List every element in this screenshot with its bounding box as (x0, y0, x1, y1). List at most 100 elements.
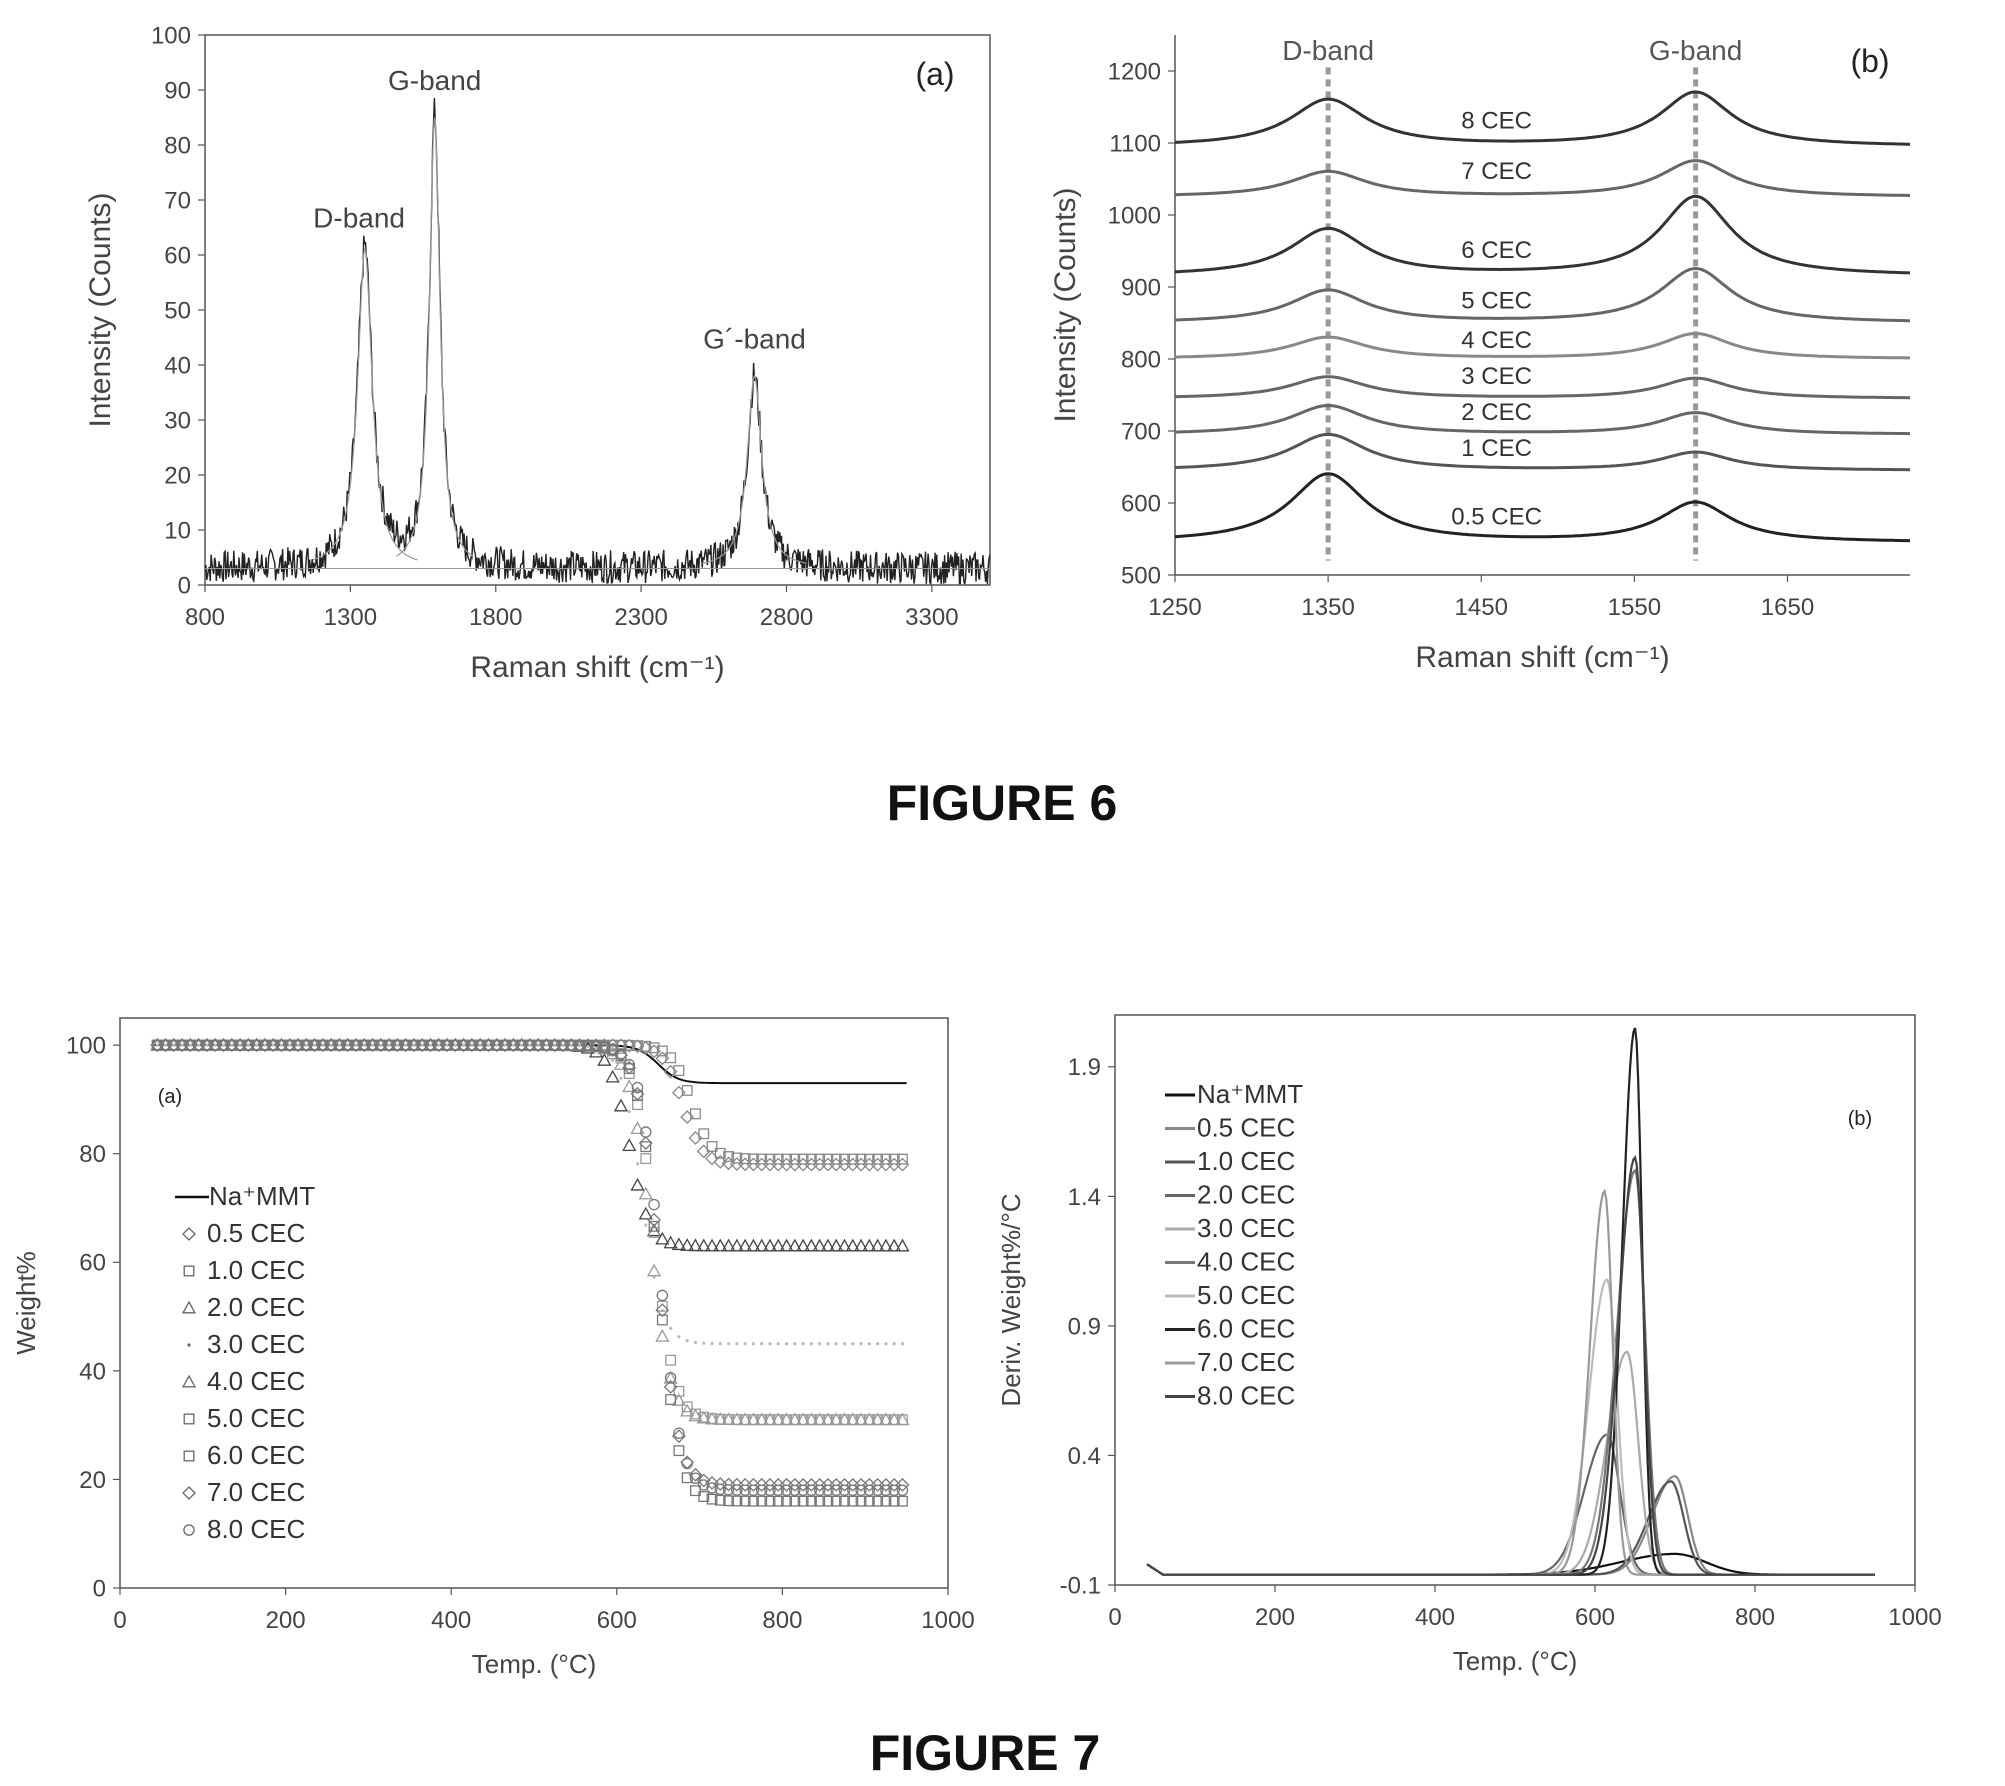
data-point (664, 1371, 677, 1384)
data-point (820, 1238, 836, 1252)
fitted-peak (395, 117, 474, 557)
y-tick-label: 0 (93, 1575, 106, 1602)
series-label: 1 CEC (1461, 435, 1532, 462)
series-line (1175, 331, 1910, 360)
data-point (159, 1039, 172, 1051)
data-point (839, 1414, 850, 1426)
y-axis-label: Deriv. Weight%/°C (996, 1193, 1026, 1406)
data-point (267, 1039, 279, 1051)
data-point (747, 1484, 760, 1496)
x-tick-label: 0 (113, 1607, 126, 1634)
data-point (519, 1043, 524, 1047)
plot-frame (119, 1017, 949, 1589)
data-point (862, 1238, 877, 1252)
band-annotation: G´-band (703, 324, 806, 355)
data-point (896, 1484, 909, 1497)
data-point (837, 1238, 852, 1252)
data-point (673, 1427, 685, 1439)
data-point (847, 1495, 859, 1507)
x-tick-label: 1550 (1608, 594, 1661, 621)
data-point (756, 1414, 768, 1426)
y-tick-label: 1.4 (1068, 1184, 1101, 1211)
data-point (644, 1223, 648, 1227)
data-point (739, 1495, 751, 1507)
data-point (209, 1039, 221, 1051)
data-point (183, 1524, 195, 1536)
data-point (714, 1413, 726, 1425)
series-label: 3 CEC (1461, 363, 1532, 390)
series-group (155, 1043, 905, 1346)
data-point (308, 1039, 321, 1051)
data-point (656, 1300, 668, 1312)
y-tick-label: 0 (178, 572, 191, 599)
data-point (884, 1342, 888, 1346)
data-point (698, 1491, 710, 1502)
data-point (888, 1153, 900, 1165)
data-point (747, 1153, 759, 1165)
data-point (764, 1484, 776, 1497)
y-tick-label: 600 (1121, 490, 1161, 517)
data-point (577, 1044, 582, 1048)
data-point (184, 1039, 197, 1051)
x-axis-label: Temp. (°C) (1453, 1646, 1578, 1676)
data-point (756, 1495, 768, 1507)
y-axis-label: Intensity (Counts) (84, 192, 117, 427)
data-point (671, 1085, 686, 1100)
y-tick-label: 20 (79, 1467, 106, 1494)
data-point (830, 1484, 842, 1497)
y-tick-label: 100 (66, 1033, 106, 1060)
data-point (822, 1153, 834, 1165)
data-point (795, 1238, 811, 1252)
x-tick-label: 0 (1108, 1604, 1121, 1631)
data-point (300, 1039, 313, 1051)
data-point (263, 1043, 267, 1047)
data-point (656, 1289, 669, 1302)
data-point (834, 1342, 838, 1346)
band-annotation: D-band (313, 203, 405, 234)
data-point (183, 1413, 195, 1425)
legend-label: 6.0 CEC (1197, 1314, 1295, 1344)
y-tick-label: 80 (164, 132, 191, 159)
data-point (648, 1226, 660, 1238)
data-point (853, 1238, 869, 1252)
data-point (681, 1084, 693, 1096)
data-point (863, 1153, 875, 1165)
data-point (847, 1484, 859, 1497)
x-tick-label: 2800 (760, 604, 813, 631)
band-annotation: D-band (1282, 35, 1374, 66)
data-point (598, 1041, 611, 1053)
data-point (292, 1039, 304, 1051)
data-point (855, 1495, 867, 1507)
data-point (669, 1326, 673, 1330)
x-tick-label: 1000 (1888, 1604, 1941, 1631)
data-point (746, 1238, 761, 1252)
data-point (859, 1342, 863, 1346)
chart-fig7b: 0 200 400 600 800 1000 -0.1 0.4 0.9 1.4 1.9 Temp. (… (996, 1014, 1942, 1676)
data-point (296, 1043, 300, 1047)
band-annotation: G-band (1649, 35, 1742, 66)
data-point (495, 1043, 499, 1047)
data-point (615, 1048, 627, 1060)
data-point (275, 1039, 288, 1051)
data-point (814, 1414, 826, 1426)
data-point (789, 1153, 801, 1165)
data-point (739, 1153, 751, 1165)
data-point (395, 1043, 399, 1047)
x-tick-label: 400 (1415, 1604, 1455, 1631)
y-tick-label: 10 (164, 517, 191, 544)
data-point (259, 1039, 271, 1051)
data-point (781, 1495, 792, 1507)
data-point (704, 1238, 720, 1252)
data-point (623, 1039, 635, 1051)
data-point (723, 1495, 735, 1507)
plot-frame (1114, 1014, 1916, 1586)
data-point (362, 1043, 366, 1047)
data-point (878, 1238, 894, 1252)
data-point (433, 1039, 445, 1051)
data-point (726, 1342, 731, 1346)
data-point (250, 1039, 263, 1051)
data-point (731, 1484, 743, 1496)
data-point (888, 1495, 900, 1507)
data-point (698, 1411, 710, 1423)
data-point (632, 1040, 643, 1052)
